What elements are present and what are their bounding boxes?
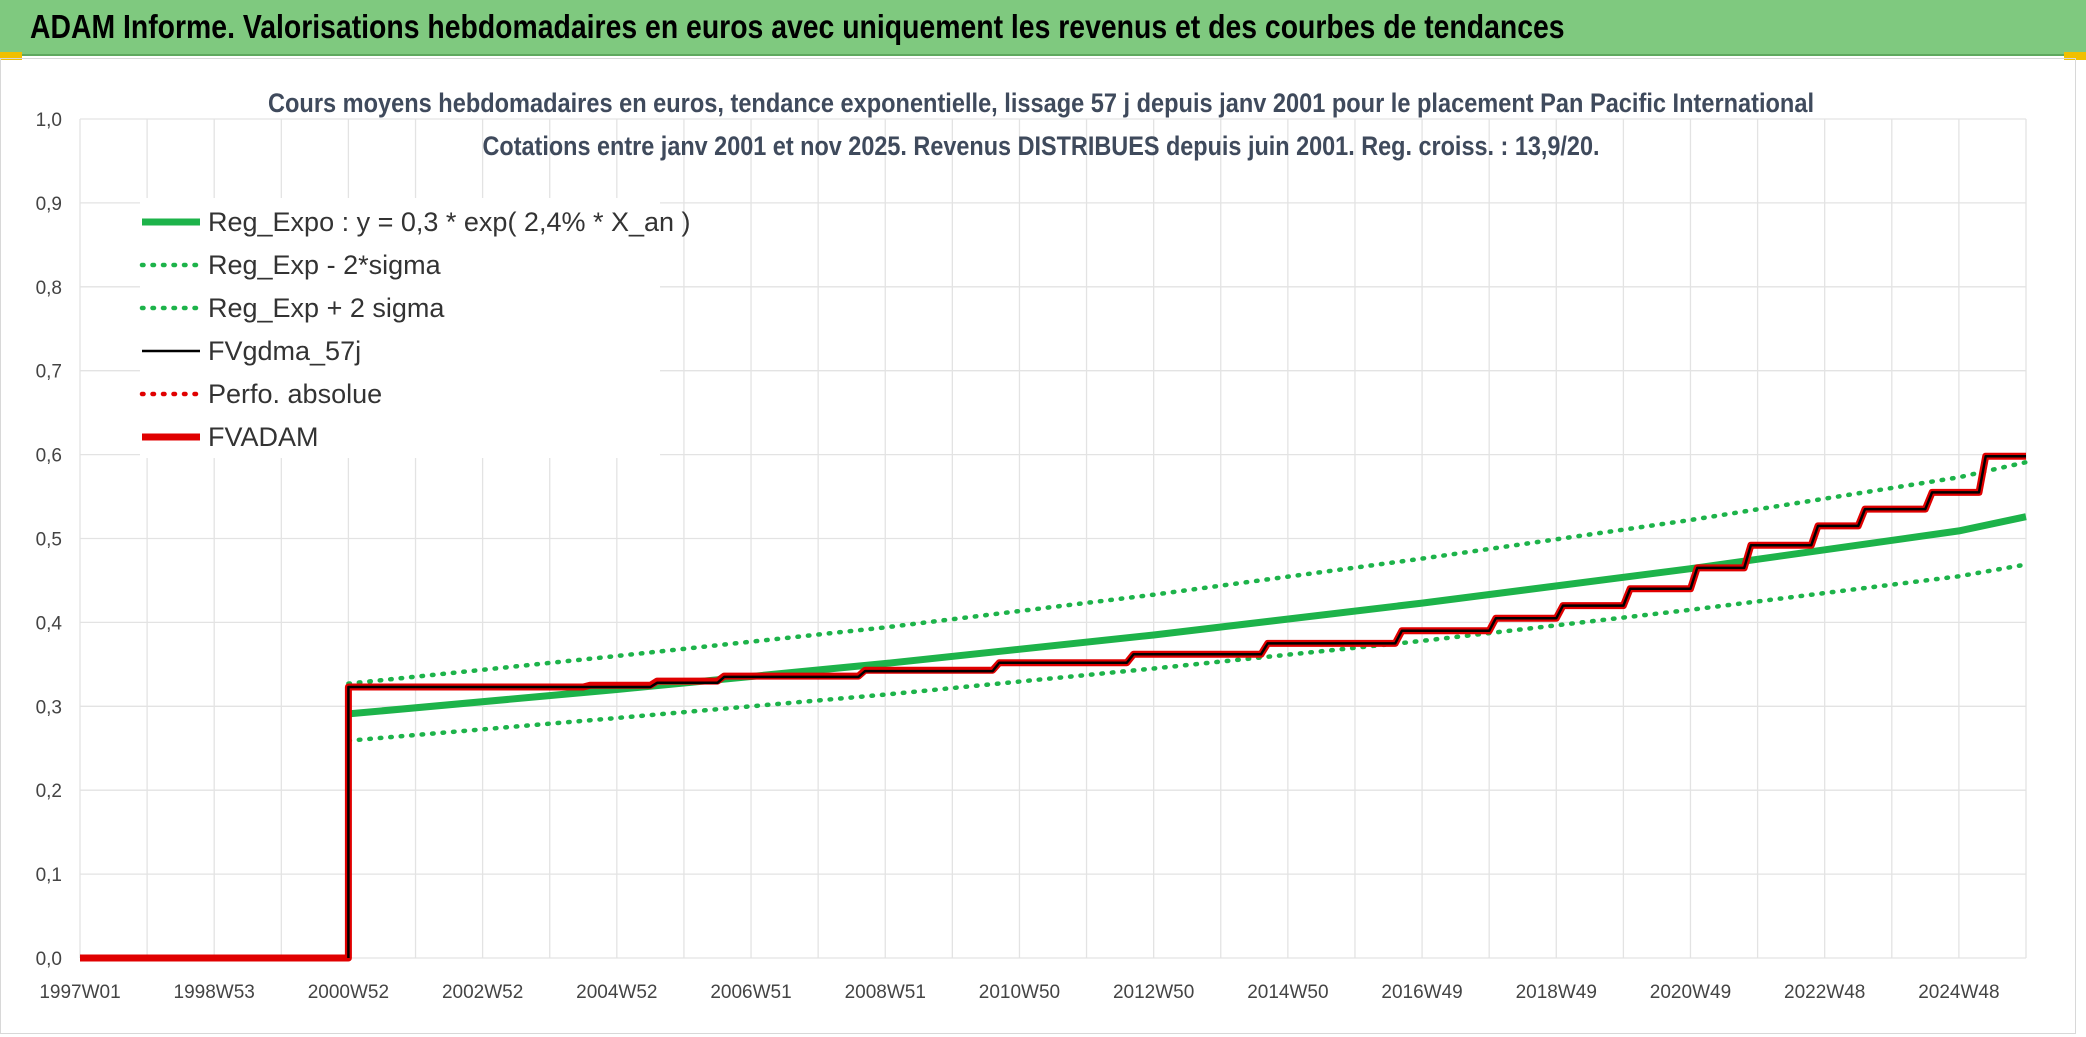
- x-tick-label: 2020W49: [1650, 982, 1731, 1003]
- x-tick-label: 1998W53: [174, 982, 255, 1003]
- legend-label: Reg_Exp + 2 sigma: [208, 293, 445, 323]
- chart-frame: [0, 58, 2076, 1034]
- legend-label: FVgdma_57j: [208, 336, 361, 366]
- chart-subtitle: Cotations entre janv 2001 et nov 2025. R…: [483, 131, 1600, 161]
- series-line: [348, 513, 2027, 718]
- series-layer: [80, 452, 2029, 962]
- report-title: ADAM Informe. Valorisations hebdomadaire…: [30, 8, 1565, 45]
- x-tick-label: 2014W50: [1247, 982, 1328, 1003]
- series-line: [347, 455, 2026, 958]
- x-tick-label: 2002W52: [442, 982, 523, 1003]
- x-axis-ticks: 1997W01 1998W53 2000W52 2002W52 2004W52 2006W…: [39, 982, 1999, 1003]
- y-tick-label: 0,8: [36, 278, 62, 299]
- y-tick-label: 0,0: [36, 949, 62, 970]
- x-tick-label: 2012W50: [1113, 982, 1194, 1003]
- series-line: [346, 459, 2029, 686]
- x-tick-label: 2022W48: [1784, 982, 1865, 1003]
- y-tick-label: 0,7: [36, 362, 62, 383]
- x-tick-label: 2010W50: [979, 982, 1060, 1003]
- series-line: [80, 452, 2026, 962]
- x-tick-label: 2006W51: [710, 982, 791, 1003]
- y-tick-label: 0,3: [36, 697, 62, 718]
- corner-mark-right: [2064, 52, 2086, 60]
- chart-title: Cours moyens hebdomadaires en euros, ten…: [268, 88, 1814, 118]
- x-tick-label: 2000W52: [308, 982, 389, 1003]
- x-tick-label: 2024W48: [1918, 982, 1999, 1003]
- x-tick-label: 2016W49: [1381, 982, 1462, 1003]
- y-tick-label: 0,1: [36, 865, 62, 886]
- corner-mark-left: [0, 52, 22, 60]
- y-tick-label: 0,4: [36, 613, 63, 634]
- x-tick-label: 2018W49: [1516, 982, 1597, 1003]
- y-tick-label: 0,9: [36, 194, 62, 215]
- x-tick-label: 2004W52: [576, 982, 657, 1003]
- y-tick-label: 0,6: [36, 446, 62, 467]
- x-tick-label: 1997W01: [39, 982, 120, 1003]
- legend-label: FVADAM: [208, 422, 319, 452]
- y-axis-ticks: 0,0 0,1 0,2 0,3 0,4 0,5 0,6 0,7 0,8 0,9 1,0: [36, 110, 63, 970]
- y-tick-label: 1,0: [36, 110, 62, 131]
- legend-label: Reg_Exp - 2*sigma: [208, 250, 442, 280]
- y-tick-label: 0,5: [36, 530, 62, 551]
- report-banner: ADAM Informe. Valorisations hebdomadaire…: [0, 0, 2086, 56]
- legend-background: [140, 198, 660, 458]
- y-tick-label: 0,2: [36, 781, 62, 802]
- series-line: [346, 562, 2029, 743]
- legend-label: Reg_Expo : y = 0,3 * exp( 2,4% * X_an ): [208, 207, 691, 237]
- x-tick-label: 2008W51: [845, 982, 926, 1003]
- legend: Reg_Expo : y = 0,3 * exp( 2,4% * X_an ) R…: [139, 207, 691, 452]
- legend-label: Perfo. absolue: [208, 379, 382, 409]
